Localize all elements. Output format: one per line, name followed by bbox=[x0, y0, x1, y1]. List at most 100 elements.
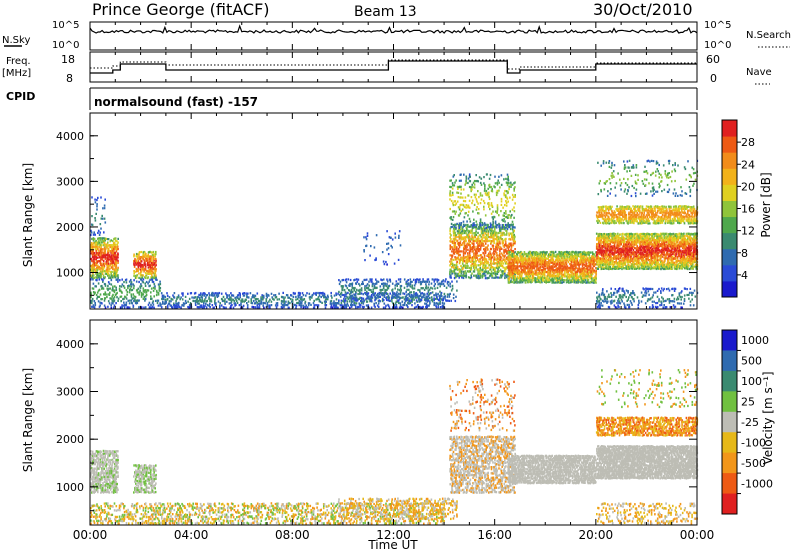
power-cell bbox=[143, 270, 145, 273]
power-cell bbox=[96, 268, 99, 271]
power-cell bbox=[438, 282, 441, 285]
power-cell bbox=[384, 288, 386, 292]
power-cell bbox=[122, 285, 125, 288]
power-cell bbox=[451, 210, 454, 213]
power-cell bbox=[376, 304, 379, 307]
power-cell bbox=[95, 293, 98, 297]
power-cell bbox=[100, 248, 103, 251]
power-cell bbox=[292, 305, 294, 309]
power-cell bbox=[92, 237, 95, 240]
power-cell bbox=[458, 208, 461, 211]
power-cell bbox=[439, 306, 442, 309]
power-cell bbox=[115, 286, 117, 289]
power-cell bbox=[503, 245, 506, 248]
power-cell bbox=[135, 280, 138, 283]
power-cell bbox=[130, 299, 133, 302]
power-cell bbox=[107, 241, 109, 244]
power-cell bbox=[107, 284, 109, 287]
power-cell bbox=[270, 300, 273, 303]
power-cell bbox=[449, 232, 451, 235]
power-cell bbox=[221, 299, 224, 303]
power-cell bbox=[239, 296, 241, 299]
power-cell bbox=[596, 245, 599, 248]
power-cell bbox=[148, 280, 150, 283]
power-cell bbox=[325, 300, 327, 303]
power-cell bbox=[521, 253, 524, 256]
power-cell bbox=[214, 292, 217, 295]
power-cell bbox=[246, 296, 249, 299]
power-cell bbox=[531, 251, 534, 254]
power-cell bbox=[436, 278, 439, 281]
power-cell bbox=[113, 299, 116, 302]
power-cell bbox=[156, 299, 159, 302]
power-cell bbox=[355, 297, 358, 300]
power-cell bbox=[295, 306, 297, 309]
power-cell bbox=[408, 282, 410, 285]
power-cell bbox=[286, 304, 289, 307]
power-cell bbox=[346, 287, 349, 290]
power-cell bbox=[468, 206, 471, 209]
power-cell bbox=[409, 280, 412, 284]
power-cell bbox=[324, 306, 327, 309]
power-cell bbox=[138, 306, 140, 309]
date-title: 30/Oct/2010 bbox=[593, 0, 693, 19]
power-cell bbox=[541, 269, 543, 272]
power-cell bbox=[359, 305, 361, 309]
power-cell bbox=[276, 298, 279, 301]
power-cell bbox=[512, 263, 515, 266]
power-cell bbox=[542, 263, 545, 266]
power-cell bbox=[499, 258, 501, 261]
power-cell bbox=[501, 227, 503, 230]
power-cell bbox=[536, 278, 538, 282]
power-cell bbox=[492, 217, 494, 221]
power-cell bbox=[567, 273, 570, 276]
power-cell bbox=[512, 231, 515, 234]
power-cell bbox=[315, 293, 317, 296]
power-cell bbox=[458, 206, 461, 209]
power-cell bbox=[571, 280, 574, 283]
power-cell bbox=[507, 265, 509, 268]
power-cell bbox=[495, 224, 498, 227]
power-cell bbox=[92, 260, 95, 263]
power-cell bbox=[516, 251, 519, 254]
power-cell bbox=[551, 261, 554, 264]
power-cell bbox=[109, 262, 112, 265]
power-cell bbox=[134, 299, 136, 302]
power-cell bbox=[469, 244, 472, 247]
power-cell bbox=[377, 295, 380, 298]
power-cell bbox=[468, 199, 471, 202]
power-cell bbox=[548, 268, 551, 272]
power-cell bbox=[431, 298, 434, 301]
power-cell bbox=[104, 239, 106, 242]
power-cell bbox=[542, 261, 545, 264]
power-cell bbox=[469, 277, 472, 280]
power-cell bbox=[500, 260, 503, 263]
power-cell bbox=[212, 294, 214, 297]
power-cell bbox=[117, 266, 119, 269]
power-cell bbox=[472, 242, 474, 245]
power-cell bbox=[524, 273, 526, 276]
power-cell bbox=[505, 268, 507, 271]
power-cell bbox=[497, 268, 499, 271]
power-cell bbox=[570, 260, 573, 264]
power-cell bbox=[485, 228, 488, 231]
power-cell bbox=[451, 187, 454, 190]
power-cell bbox=[471, 188, 473, 191]
power-cell bbox=[504, 204, 506, 207]
power-cell bbox=[489, 239, 491, 242]
power-cell bbox=[139, 265, 142, 268]
power-cell bbox=[471, 229, 473, 233]
power-cell bbox=[493, 233, 495, 236]
power-cell bbox=[216, 294, 218, 297]
power-cell bbox=[489, 232, 492, 235]
power-cell bbox=[460, 196, 462, 199]
power-cell bbox=[120, 285, 123, 288]
power-cell bbox=[144, 253, 146, 256]
power-cell bbox=[471, 256, 473, 259]
power-cell bbox=[425, 287, 428, 290]
power-cell bbox=[544, 275, 546, 278]
power-cell bbox=[488, 254, 490, 257]
power-cell bbox=[437, 303, 440, 306]
power-cell bbox=[540, 276, 542, 280]
power-cell bbox=[497, 179, 499, 182]
